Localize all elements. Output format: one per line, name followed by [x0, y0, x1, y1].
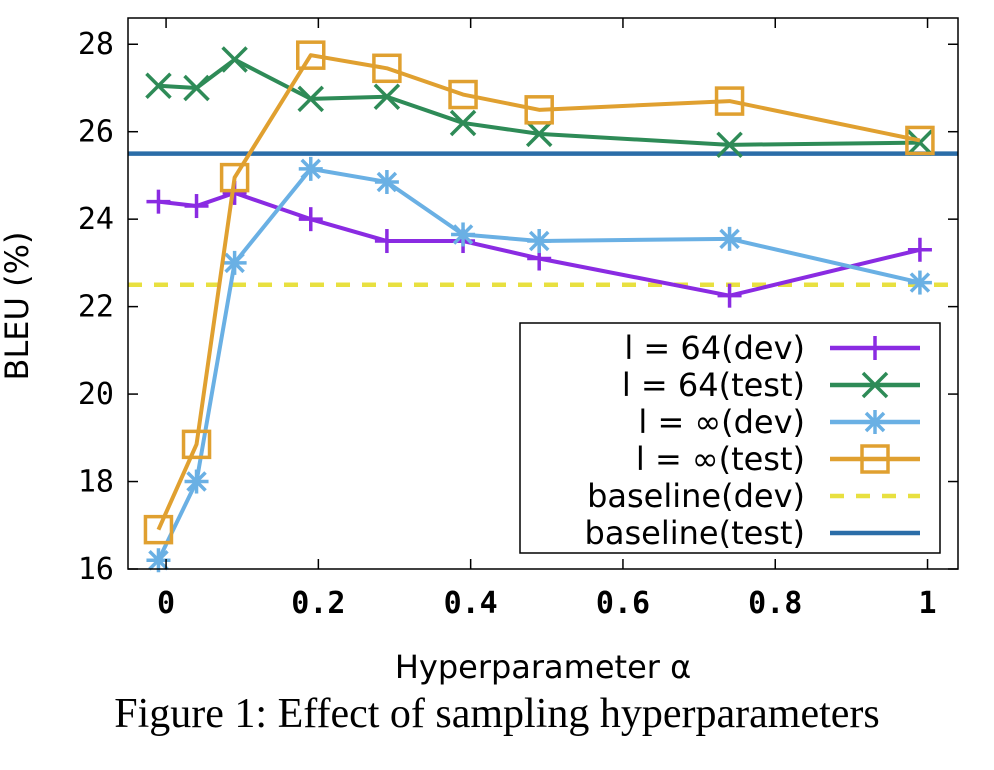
- data-point: [716, 131, 743, 159]
- data-point: [298, 207, 323, 232]
- data-point: [907, 270, 932, 295]
- data-point: [451, 222, 476, 247]
- data-point: [372, 53, 402, 84]
- legend-label: baseline(dev): [587, 477, 805, 515]
- legend-label: l = ∞(dev): [638, 403, 805, 441]
- data-point: [184, 194, 209, 219]
- data-point: [146, 189, 171, 214]
- data-point: [863, 336, 887, 360]
- data-point: [374, 169, 399, 194]
- data-point: [374, 229, 399, 254]
- data-point: [906, 129, 934, 156]
- y-axis-label: BLEU (%): [0, 232, 36, 381]
- data-point: [184, 469, 209, 494]
- data-point: [181, 429, 212, 460]
- data-point: [524, 95, 554, 125]
- data-point: [717, 283, 742, 308]
- data-point: [861, 371, 889, 399]
- x-axis-label: Hyperparameter α: [395, 648, 691, 686]
- data-point: [143, 514, 174, 545]
- y-tick-label: 16: [78, 552, 114, 587]
- legend-label: baseline(test): [585, 514, 805, 552]
- data-point: [219, 162, 250, 193]
- data-point: [222, 250, 247, 275]
- data-point: [298, 156, 323, 181]
- x-tick-label: 1: [919, 586, 937, 621]
- y-tick-label: 20: [78, 377, 114, 412]
- legend-label: l = 64(test): [622, 366, 805, 404]
- data-point: [449, 109, 477, 137]
- data-point: [448, 79, 478, 110]
- legend-label: l = 64(dev): [624, 329, 805, 367]
- figure-caption: Figure 1: Effect of sampling hyperparame…: [114, 691, 880, 737]
- y-tick-label: 26: [78, 115, 114, 150]
- y-tick-label: 22: [78, 290, 114, 325]
- legend-box: [519, 322, 941, 554]
- x-tick-label: 0: [157, 586, 175, 621]
- data-point: [714, 86, 745, 116]
- plot-frame: [127, 17, 959, 570]
- legend-label: l = ∞(test): [636, 440, 805, 478]
- legend: l = 64(dev)l = 64(test)l = ∞(dev)l = ∞(t…: [519, 322, 941, 554]
- data-point: [145, 72, 172, 100]
- y-tick-label: 28: [78, 27, 114, 62]
- data-point: [905, 125, 935, 156]
- data-point: [717, 226, 742, 251]
- x-tick-label: 0.4: [444, 586, 498, 621]
- data-point: [373, 83, 401, 110]
- data-point: [297, 85, 324, 113]
- data-point: [527, 229, 552, 254]
- x-tick-label: 0.2: [291, 586, 345, 621]
- data-point: [860, 444, 890, 474]
- y-tick-label: 24: [78, 202, 114, 237]
- x-tick-label: 0.6: [596, 586, 650, 621]
- data-point: [296, 40, 326, 70]
- y-tick-label: 18: [78, 465, 114, 500]
- data-point: [863, 410, 887, 434]
- data-point: [907, 237, 932, 262]
- bleu-chart: 16 18 20 22 24 26 28 0 0.2 0.4 0.6 0.8 1 Hyperparame…: [0, 17, 959, 686]
- data-point: [221, 46, 248, 73]
- data-point: [183, 74, 210, 102]
- data-point: [525, 120, 553, 148]
- x-tick-label: 0.8: [748, 586, 802, 621]
- series-line: [156, 53, 921, 531]
